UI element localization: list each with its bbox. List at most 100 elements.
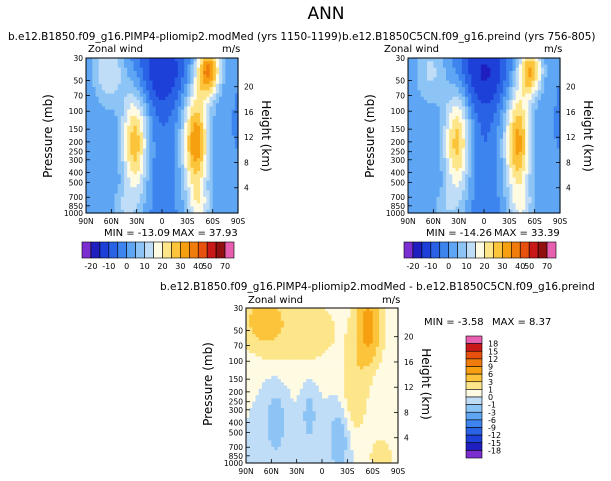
field-cell <box>174 180 179 185</box>
field-cell <box>439 151 444 156</box>
field-cell <box>155 148 160 153</box>
field-cell <box>427 174 431 179</box>
field-cell <box>477 206 482 211</box>
field-cell <box>101 145 106 150</box>
field-cell <box>196 99 201 104</box>
field-cell <box>417 58 422 62</box>
field-cell <box>277 320 282 325</box>
panel2-min: MIN = -14.26 <box>426 228 492 239</box>
field-cell <box>187 151 192 156</box>
field-cell <box>177 129 182 133</box>
field-cell <box>111 80 116 85</box>
field-cell <box>98 83 103 88</box>
field-cell <box>556 171 561 175</box>
field-cell <box>430 164 434 169</box>
field-cell <box>101 109 106 114</box>
field-cell <box>219 103 223 108</box>
field-cell <box>556 90 561 95</box>
field-cell <box>334 317 339 322</box>
field-cell <box>484 167 488 172</box>
x-tick-label: 0 <box>482 217 487 226</box>
field-cell <box>515 141 520 146</box>
field-cell <box>499 154 504 159</box>
field-cell <box>442 122 447 127</box>
field-cell <box>196 83 201 88</box>
x-tick-label: 90N <box>78 217 93 226</box>
field-cell <box>528 177 533 182</box>
field-cell <box>553 99 558 104</box>
field-cell <box>490 177 495 182</box>
field-cell <box>165 206 169 211</box>
field-cell <box>309 311 314 316</box>
field-cell <box>203 167 207 172</box>
field-cell <box>133 83 138 88</box>
field-cell <box>206 87 211 91</box>
field-cell <box>200 177 204 182</box>
field-cell <box>465 106 469 111</box>
field-cell <box>155 177 160 182</box>
field-cell <box>499 70 504 75</box>
field-cell <box>203 190 207 195</box>
field-cell <box>553 161 558 166</box>
field-cell <box>534 193 539 198</box>
field-cell <box>427 112 431 117</box>
field-cell <box>522 148 526 153</box>
field-cell <box>86 67 90 72</box>
field-cell <box>458 161 463 166</box>
colorbar-tick-label: 20 <box>157 262 167 271</box>
field-cell <box>146 164 150 169</box>
field-cell <box>146 180 150 185</box>
field-cell <box>506 129 510 133</box>
field-cell <box>375 308 380 312</box>
field-cell <box>518 132 523 137</box>
field-cell <box>423 183 428 188</box>
field-cell <box>133 125 138 130</box>
panel1-ylabel-right: Height (km) <box>259 100 273 171</box>
field-cell <box>436 61 441 66</box>
field-cell <box>219 83 223 88</box>
field-cell <box>534 196 539 201</box>
field-cell <box>544 183 548 188</box>
field-cell <box>550 77 555 82</box>
field-cell <box>420 67 425 72</box>
field-cell <box>528 158 533 162</box>
field-cell <box>143 154 147 159</box>
field-cell <box>439 125 444 130</box>
field-cell <box>187 141 192 146</box>
field-cell <box>522 64 526 69</box>
field-cell <box>130 193 135 198</box>
field-cell <box>499 161 504 166</box>
field-cell <box>193 148 198 153</box>
field-cell <box>509 145 514 150</box>
field-cell <box>474 58 479 62</box>
field-cell <box>528 164 533 169</box>
field-cell <box>187 109 192 114</box>
field-cell <box>350 314 355 319</box>
field-cell <box>200 161 204 166</box>
field-cell <box>499 167 504 172</box>
field-cell <box>146 132 150 137</box>
panel1-max: MAX = 37.93 <box>172 228 238 239</box>
field-cell <box>181 196 185 201</box>
field-cell <box>162 145 166 150</box>
field-cell <box>155 116 160 120</box>
field-cell <box>414 99 419 104</box>
field-cell <box>537 109 542 114</box>
field-cell <box>503 148 507 153</box>
field-cell <box>442 180 447 185</box>
field-cell <box>203 103 207 108</box>
field-cell <box>136 61 141 66</box>
field-cell <box>414 83 419 88</box>
field-cell <box>430 177 434 182</box>
field-cell <box>531 112 536 117</box>
field-cell <box>168 206 173 211</box>
field-cell <box>231 106 236 111</box>
field-cell <box>177 164 182 169</box>
field-cell <box>461 132 466 137</box>
field-cell <box>449 112 453 117</box>
field-cell <box>225 151 230 156</box>
field-cell <box>177 74 182 78</box>
field-cell <box>193 158 198 162</box>
field-cell <box>258 317 263 322</box>
field-cell <box>143 183 147 188</box>
